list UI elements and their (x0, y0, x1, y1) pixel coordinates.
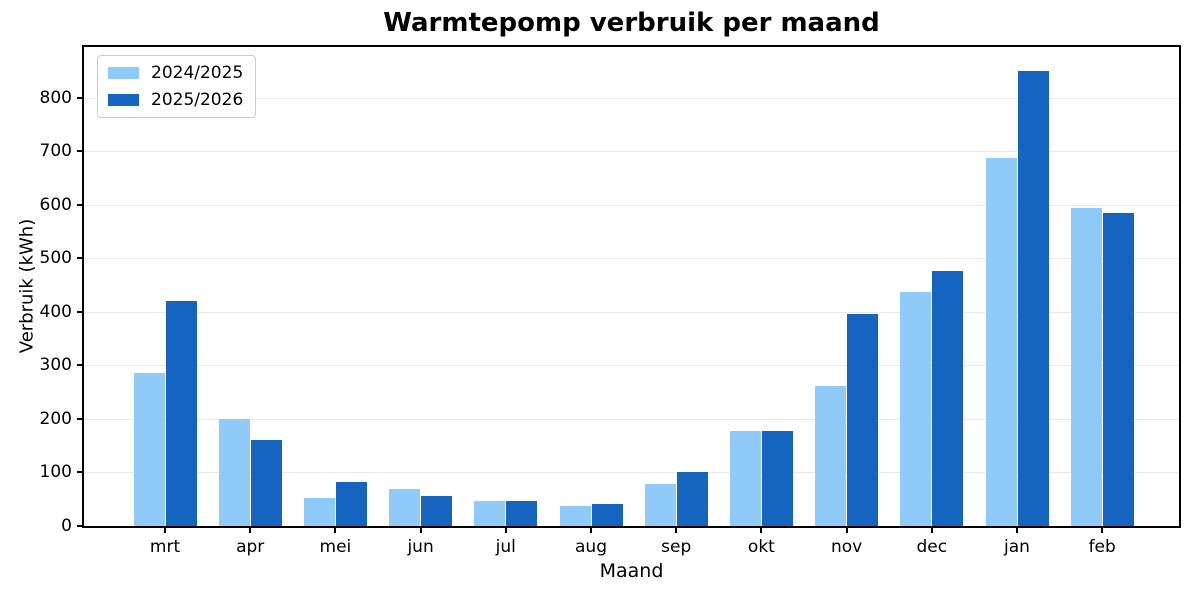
bar-2025-2026-jan (1017, 71, 1049, 526)
bar-2025-2026-jun (421, 495, 453, 526)
gridline (84, 151, 1179, 153)
bar-2024-2025-aug (559, 505, 591, 526)
bar-2025-2026-jul (506, 500, 538, 526)
x-tick-mark (419, 528, 422, 533)
x-tick-label-nov: nov (830, 537, 863, 557)
gridline (84, 365, 1179, 367)
legend-item: 2025/2026 (108, 90, 243, 110)
x-tick-label-jan: jan (1004, 537, 1030, 557)
gridline (84, 418, 1179, 420)
bar-2024-2025-mrt (133, 373, 165, 526)
x-tick-mark (760, 528, 763, 533)
x-tick-label-jul: jul (495, 537, 516, 557)
gridline (84, 204, 1179, 206)
y-tick-mark (77, 364, 82, 367)
gridline (84, 258, 1179, 260)
bar-2025-2026-apr (250, 440, 282, 526)
x-tick-mark (504, 528, 507, 533)
bar-2025-2026-feb (1102, 212, 1134, 526)
y-tick-mark (77, 150, 82, 153)
x-tick-label-sep: sep (661, 537, 692, 557)
x-tick-label-okt: okt (747, 537, 775, 557)
chart-title: Warmtepomp verbruik per maand (383, 8, 880, 38)
bar-2024-2025-jul (474, 500, 506, 526)
x-tick-label-aug: aug (575, 537, 607, 557)
x-tick-label-mei: mei (319, 537, 352, 557)
y-tick-label: 200 (39, 408, 72, 429)
y-tick-label: 0 (61, 516, 72, 536)
bar-2024-2025-jan (985, 157, 1017, 526)
y-tick-mark (77, 471, 82, 474)
x-tick-mark (164, 528, 166, 533)
y-tick-label: 600 (39, 194, 72, 215)
x-tick-label-feb: feb (1088, 537, 1116, 557)
bar-2024-2025-feb (1070, 207, 1102, 526)
x-tick-mark (249, 528, 252, 533)
legend-label: 2025/2026 (151, 90, 244, 110)
y-axis-label: Verbruik (kWh) (16, 218, 38, 354)
y-tick-label: 700 (39, 141, 72, 162)
y-tick-label: 100 (39, 462, 72, 483)
gridline (84, 97, 1179, 99)
bar-2025-2026-dec (932, 271, 964, 526)
bar-2025-2026-aug (591, 503, 623, 526)
bar-2024-2025-apr (218, 418, 250, 526)
x-tick-mark (845, 528, 848, 533)
y-tick-mark (77, 525, 82, 527)
y-tick-mark (77, 203, 82, 206)
bar-2024-2025-jun (389, 488, 421, 526)
bar-2025-2026-sep (676, 472, 708, 526)
x-tick-label-apr: apr (236, 537, 265, 557)
x-tick-mark (334, 528, 337, 533)
x-axis-label: Maand (599, 560, 664, 582)
x-tick-label-dec: dec (916, 537, 948, 557)
bar-2024-2025-sep (644, 484, 676, 526)
y-tick-mark (77, 96, 82, 99)
bar-2024-2025-okt (729, 431, 761, 526)
bar-2025-2026-nov (847, 314, 879, 526)
legend-label: 2024/2025 (151, 63, 244, 83)
x-tick-label-jun: jun (407, 537, 434, 557)
legend-swatch-icon (108, 67, 139, 79)
bar-2024-2025-mei (303, 497, 335, 526)
gridline (84, 472, 1179, 474)
bar-2024-2025-nov (815, 385, 847, 526)
y-tick-mark (77, 417, 82, 420)
y-tick-label: 400 (39, 301, 72, 322)
y-tick-label: 800 (39, 87, 72, 108)
legend-item: 2024/2025 (108, 63, 243, 83)
bar-2025-2026-okt (761, 431, 793, 526)
x-tick-mark (930, 528, 933, 533)
x-tick-label-mrt: mrt (149, 537, 181, 557)
x-tick-mark (1101, 528, 1104, 533)
bar-2025-2026-mrt (165, 300, 197, 526)
bar-2024-2025-dec (900, 292, 932, 526)
y-tick-label: 300 (39, 355, 72, 376)
x-tick-mark (675, 528, 678, 533)
y-tick-label: 500 (39, 248, 72, 269)
legend-swatch-icon (108, 94, 139, 106)
legend: 2024/2025 2025/2026 (97, 55, 257, 118)
y-tick-mark (77, 310, 82, 313)
y-tick-mark (77, 257, 82, 260)
x-tick-mark (590, 528, 592, 533)
plot-area: 2024/2025 2025/2026 (82, 45, 1181, 528)
x-tick-mark (1016, 528, 1018, 533)
bar-2025-2026-mei (335, 481, 367, 526)
gridline (84, 311, 1179, 313)
